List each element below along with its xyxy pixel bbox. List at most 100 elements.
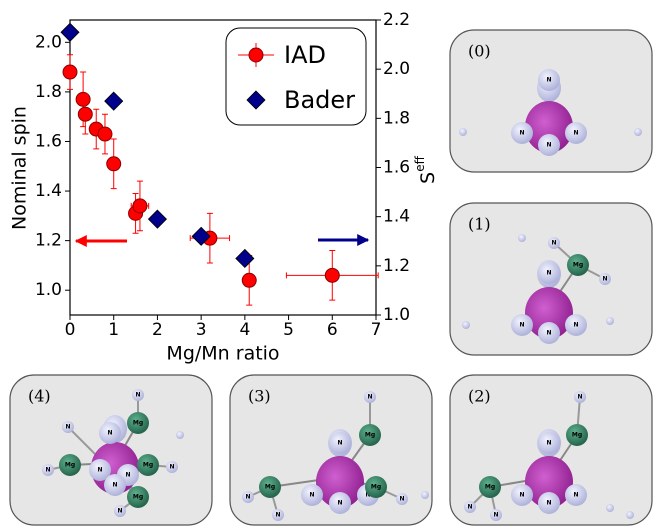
- molecule-panel: (1) N N N N Mg N N: [449, 202, 653, 356]
- panel-label: (1): [468, 215, 491, 234]
- y2-tick-label: 1.4: [383, 207, 410, 227]
- marker-circle: [324, 267, 340, 283]
- x-tick-label: 0: [65, 320, 76, 340]
- atom-label: N: [367, 394, 372, 401]
- legend-marker: [246, 90, 266, 110]
- n-atom: [99, 422, 121, 444]
- y2-tick-label: 1.8: [383, 108, 410, 128]
- atom-label: N: [97, 467, 102, 474]
- y-tick-label: 1.6: [35, 131, 62, 151]
- x-tick-label: 2: [152, 320, 163, 340]
- atom-label: N: [493, 512, 498, 519]
- atom-label: Mg: [65, 462, 75, 469]
- mg-atom: [566, 424, 588, 446]
- n-atom: [272, 509, 284, 521]
- mn-spin-density: [316, 456, 364, 508]
- mg-atom: [359, 424, 381, 446]
- y2-tick-label: 2.2: [383, 10, 410, 30]
- y2-tick-label: 1.0: [383, 305, 410, 325]
- mg-atom: [127, 412, 149, 434]
- legend-marker: [248, 47, 264, 63]
- y-tick-label: 1.0: [35, 280, 62, 300]
- n-atom: [329, 492, 351, 514]
- n-atom: [114, 505, 126, 517]
- atom-label: N: [337, 500, 342, 507]
- panel-label: (4): [28, 387, 51, 406]
- atom-label: N: [169, 464, 174, 471]
- mg-atom: [479, 476, 501, 498]
- atom-label: N: [65, 424, 70, 431]
- y2-axis-label: Seff: [413, 155, 439, 183]
- atom-label: N: [519, 492, 524, 499]
- molecule-panel: (2) N N N N Mg N Mg N N: [449, 374, 653, 526]
- atom-label: Mg: [365, 432, 375, 439]
- atom-label: N: [546, 77, 551, 84]
- marker-diamond: [104, 91, 124, 111]
- density-blob: [459, 128, 467, 136]
- mg-atom: [567, 254, 589, 276]
- x-tick-label: 4: [239, 320, 250, 340]
- marker-diamond: [60, 22, 80, 42]
- marker-circle: [97, 126, 113, 142]
- atom-label: N: [546, 270, 551, 277]
- atom-label: N: [245, 494, 250, 501]
- marker-diamond: [147, 209, 167, 229]
- n-atom: [565, 122, 587, 144]
- n-atom: [548, 237, 560, 249]
- atom-label: N: [551, 240, 556, 247]
- n-atom: [599, 273, 611, 285]
- x-tick-label: 7: [371, 320, 382, 340]
- x-tick-label: 1: [108, 320, 119, 340]
- y2-tick-label: 2.0: [383, 59, 410, 79]
- atom-label: N: [546, 500, 551, 507]
- atom-label: N: [546, 440, 551, 447]
- n-atom: [511, 122, 533, 144]
- x-tick-label: 6: [327, 320, 338, 340]
- x-axis-label: Mg/Mn ratio: [166, 343, 279, 365]
- n-atom: [538, 322, 560, 344]
- atom-label: N: [135, 392, 140, 399]
- atom-label: Mg: [572, 432, 582, 439]
- n-atom: [104, 474, 126, 496]
- marker-circle: [241, 272, 257, 288]
- atom-label: N: [112, 482, 117, 489]
- atom-label: N: [309, 492, 314, 499]
- n-atom: [565, 314, 587, 336]
- n-atom: [42, 464, 54, 476]
- atom-label: N: [573, 130, 578, 137]
- n-atom: [574, 391, 586, 403]
- density-blob: [421, 491, 429, 499]
- mg-atom: [259, 476, 281, 498]
- y-tick-label: 1.4: [35, 181, 62, 201]
- atom-label: Mg: [143, 462, 153, 469]
- atom-label: N: [546, 142, 551, 149]
- n-atom: [364, 391, 376, 403]
- marker-circle: [106, 156, 122, 172]
- atom-label: Mg: [485, 484, 495, 491]
- n-atom: [538, 134, 560, 156]
- atom-label: Mg: [265, 484, 275, 491]
- atom-label: N: [125, 472, 130, 479]
- mg-atom: [137, 454, 159, 476]
- mg-atom: [59, 454, 81, 476]
- atom-label: N: [573, 492, 578, 499]
- atom-label: N: [107, 430, 112, 437]
- n-atom: [538, 262, 560, 284]
- atom-label: N: [467, 504, 472, 511]
- n-atom: [511, 314, 533, 336]
- y2-axis-label-main: S: [417, 172, 439, 184]
- legend-label: IAD: [284, 41, 326, 69]
- n-atom: [166, 461, 178, 473]
- marker-diamond: [191, 226, 211, 246]
- marker-circle: [132, 198, 148, 214]
- atom-label: N: [117, 508, 122, 515]
- atom-label: Mg: [573, 262, 583, 269]
- mg-atom: [365, 476, 387, 498]
- n-atom: [132, 389, 144, 401]
- density-blob: [176, 431, 184, 439]
- mn-spin-density: [525, 456, 573, 508]
- y2-tick-label: 1.6: [383, 158, 410, 178]
- atom-label: N: [45, 467, 50, 474]
- atom-label: Mg: [133, 420, 143, 427]
